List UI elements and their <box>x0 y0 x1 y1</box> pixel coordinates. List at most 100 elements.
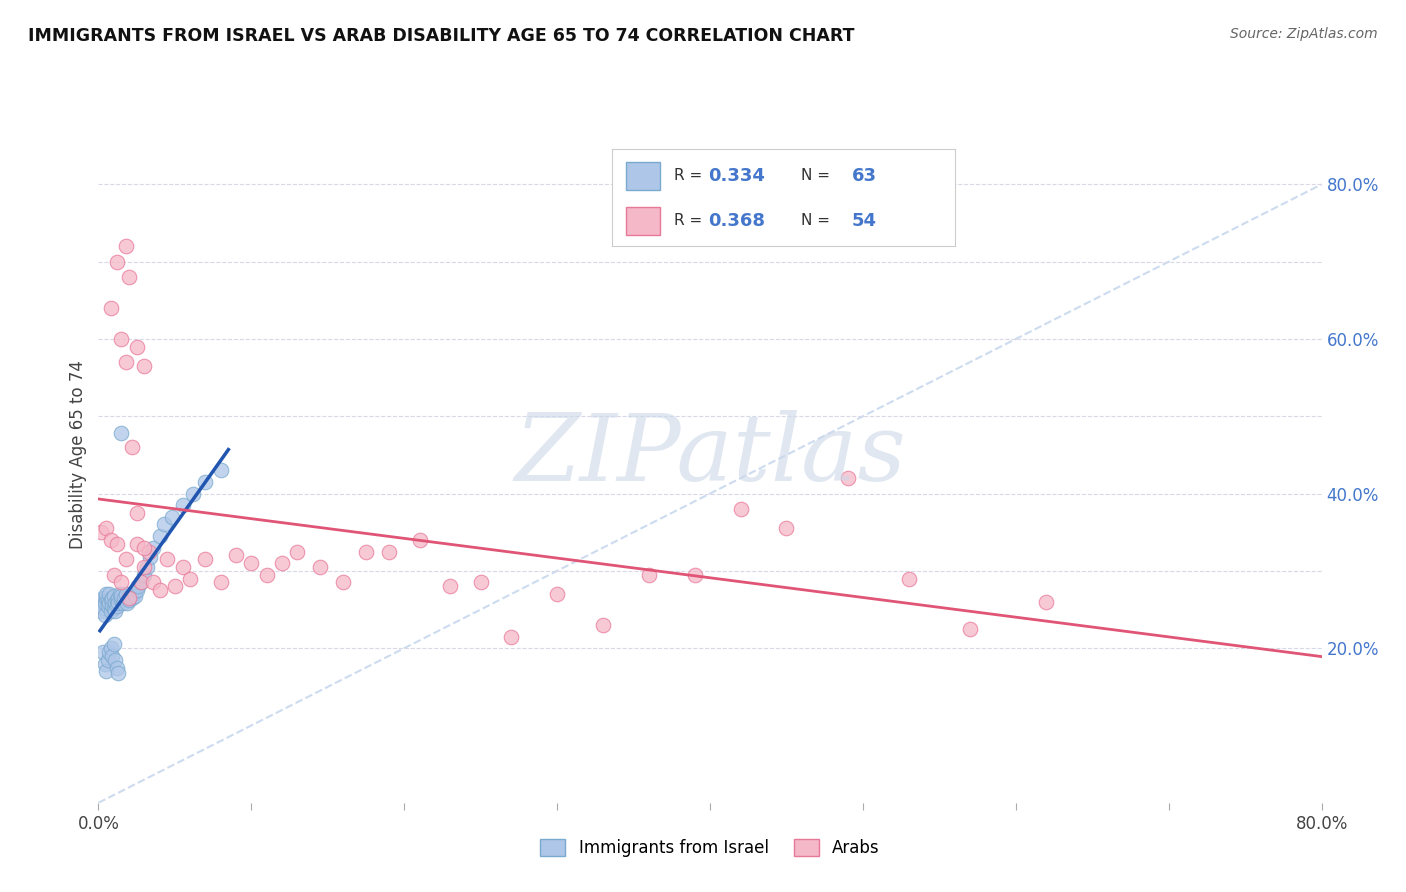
Point <box>90 525 112 540</box>
Text: IMMIGRANTS FROM ISRAEL VS ARAB DISABILITY AGE 65 TO 74 CORRELATION CHART: IMMIGRANTS FROM ISRAEL VS ARAB DISABILIT… <box>28 27 855 45</box>
Point <box>897 572 920 586</box>
Point <box>100 301 122 315</box>
Point <box>129 575 152 590</box>
Point <box>124 589 146 603</box>
Point <box>100 641 122 656</box>
Point <box>439 579 461 593</box>
Point <box>101 648 124 663</box>
Point <box>225 549 247 563</box>
Point <box>134 359 156 373</box>
Point <box>270 556 292 570</box>
Point <box>97 593 120 607</box>
Point <box>91 591 114 605</box>
Point <box>546 587 568 601</box>
Point <box>98 587 121 601</box>
Point <box>378 544 401 558</box>
Point <box>94 587 117 601</box>
Point <box>107 665 129 680</box>
Point <box>117 596 139 610</box>
Text: 0.334: 0.334 <box>709 167 765 185</box>
Point <box>637 567 661 582</box>
Point <box>121 591 143 605</box>
Point <box>129 575 152 590</box>
Point <box>134 567 156 582</box>
Point <box>501 630 523 644</box>
Point <box>125 506 148 520</box>
Point <box>309 560 332 574</box>
Text: 0.368: 0.368 <box>709 212 765 230</box>
Point <box>240 556 263 570</box>
Point <box>93 596 115 610</box>
Point <box>103 601 125 615</box>
Point <box>122 585 145 599</box>
Point <box>101 599 124 613</box>
Point <box>149 583 172 598</box>
Point <box>181 486 204 500</box>
Point <box>108 587 131 601</box>
Point <box>107 591 129 605</box>
Point <box>94 591 117 605</box>
Point <box>103 637 125 651</box>
Legend: Immigrants from Israel, Arabs: Immigrants from Israel, Arabs <box>534 832 886 864</box>
Point <box>94 665 117 679</box>
Point <box>104 653 127 667</box>
Point <box>110 426 132 441</box>
Point <box>118 593 141 607</box>
Point <box>160 509 183 524</box>
Text: 63: 63 <box>852 167 877 185</box>
Point <box>194 475 217 489</box>
Point <box>837 471 859 485</box>
Point <box>90 604 112 618</box>
Point <box>775 521 797 535</box>
Point <box>118 270 141 285</box>
Point <box>115 355 138 369</box>
Point <box>138 544 160 558</box>
Point <box>111 596 134 610</box>
Point <box>110 332 132 346</box>
Point <box>163 579 186 593</box>
Text: 54: 54 <box>852 212 877 230</box>
Point <box>104 604 127 618</box>
Point <box>100 533 122 547</box>
Point <box>1035 595 1057 609</box>
Point <box>683 567 706 582</box>
Point <box>110 589 132 603</box>
Text: Source: ZipAtlas.com: Source: ZipAtlas.com <box>1230 27 1378 41</box>
Point <box>101 591 124 605</box>
Point <box>256 567 278 582</box>
Point <box>104 596 127 610</box>
Point <box>118 591 141 605</box>
Point <box>959 622 981 636</box>
Point <box>105 537 128 551</box>
Point <box>142 541 165 555</box>
Point <box>730 502 752 516</box>
Point <box>115 239 138 253</box>
Point <box>115 552 138 566</box>
Point <box>354 544 377 558</box>
Point <box>103 589 125 603</box>
Point <box>105 593 128 607</box>
Point <box>172 560 194 574</box>
Bar <box>626 207 661 235</box>
Point <box>149 529 172 543</box>
Point <box>592 618 614 632</box>
Point <box>470 575 492 590</box>
Point <box>136 560 159 574</box>
Point <box>89 599 111 613</box>
Text: R =: R = <box>673 168 707 183</box>
Point <box>332 575 354 590</box>
Point <box>91 645 114 659</box>
Point <box>139 549 162 564</box>
Point <box>112 591 135 605</box>
Point <box>110 593 132 607</box>
Point <box>105 254 128 268</box>
Point <box>125 340 148 354</box>
Text: N =: N = <box>800 213 834 228</box>
Point <box>93 657 115 671</box>
Point <box>134 541 156 555</box>
Point <box>209 575 232 590</box>
Point <box>98 645 121 659</box>
Point <box>127 579 149 593</box>
Text: ZIPatlas: ZIPatlas <box>515 410 905 500</box>
Point <box>100 593 122 607</box>
